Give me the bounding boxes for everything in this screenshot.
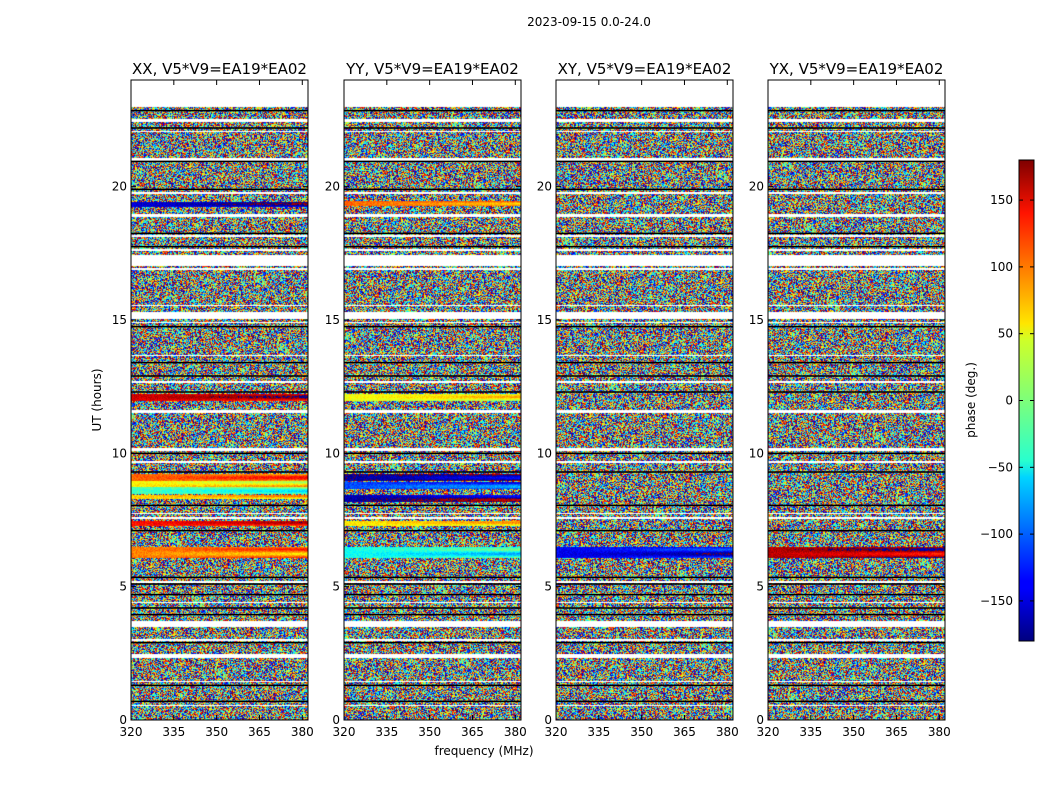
x-tick-label: 365 — [673, 725, 696, 739]
colorbar-tick-label: −100 — [980, 527, 1013, 541]
colorbar-label: phase (deg.) — [964, 362, 978, 438]
y-tick-label: 0 — [756, 713, 764, 727]
y-tick-label: 5 — [332, 580, 340, 594]
y-tick-label: 20 — [325, 180, 340, 194]
colorbar: 150 100 50 0 −50 −100 −150 phase (deg.) — [964, 159, 1035, 642]
y-tick-label: 15 — [112, 313, 127, 327]
colorbar-tick-label: 150 — [990, 193, 1013, 207]
y-tick-label: 15 — [325, 313, 340, 327]
colorbar-tick-label: −150 — [980, 594, 1013, 608]
phase-raster — [344, 80, 521, 720]
x-tick-label: 320 — [545, 725, 568, 739]
axes-frame — [767, 79, 946, 721]
y-tick-label: 10 — [749, 446, 764, 460]
y-tick-label: 10 — [325, 446, 340, 460]
y-tick-label: 20 — [112, 180, 127, 194]
phase-raster — [556, 80, 733, 720]
y-tick-label: 20 — [749, 180, 764, 194]
y-tick-label: 15 — [537, 313, 552, 327]
axes-frame — [555, 79, 734, 721]
x-tick-label: 335 — [162, 725, 185, 739]
x-tick-label: 380 — [291, 725, 314, 739]
y-tick-label: 10 — [112, 446, 127, 460]
x-tick-label: 365 — [248, 725, 271, 739]
y-tick-label: 10 — [537, 446, 552, 460]
x-tick-label: 380 — [504, 725, 527, 739]
y-tick-label: 20 — [537, 180, 552, 194]
y-tick-label: 5 — [119, 580, 127, 594]
phase-raster — [768, 80, 945, 720]
colorbar-ticks: 150 100 50 0 −50 −100 −150 — [980, 193, 1034, 608]
panel-title: XX, V5*V9=EA19*EA02 — [132, 60, 307, 78]
x-tick-label: 350 — [630, 725, 653, 739]
x-tick-label: 335 — [375, 725, 398, 739]
x-tick-label: 350 — [205, 725, 228, 739]
colorbar-tick-label: 0 — [1005, 394, 1013, 408]
x-tick-label: 350 — [842, 725, 865, 739]
x-tick-label: 335 — [587, 725, 610, 739]
y-tick-label: 0 — [119, 713, 127, 727]
panel-title: YY, V5*V9=EA19*EA02 — [345, 60, 519, 78]
panel-4: YX, V5*V9=EA19*EA02 320 335 350 365 380 0 5 10 15… — [749, 60, 951, 739]
y-tick-label: 0 — [332, 713, 340, 727]
x-tick-label: 350 — [418, 725, 441, 739]
x-tick-label: 365 — [461, 725, 484, 739]
x-axis-label: frequency (MHz) — [434, 744, 533, 758]
colorbar-tick-label: 50 — [998, 327, 1013, 341]
colorbar-tick-label: −50 — [988, 460, 1013, 474]
x-tick-label: 320 — [757, 725, 780, 739]
x-tick-label: 320 — [120, 725, 143, 739]
y-tick-label: 5 — [756, 580, 764, 594]
y-tick-label: 15 — [749, 313, 764, 327]
colorbar-tick-label: 100 — [990, 260, 1013, 274]
panel-1: XX, V5*V9=EA19*EA02 320 335 350 365 380 0 5 10 15… — [112, 60, 314, 739]
x-tick-label: 335 — [799, 725, 822, 739]
x-tick-label: 365 — [885, 725, 908, 739]
y-tick-label: 0 — [544, 713, 552, 727]
axes-frame — [130, 79, 309, 721]
panel-title: XY, V5*V9=EA19*EA02 — [558, 60, 732, 78]
panel-3: XY, V5*V9=EA19*EA02 320 335 350 365 380 0 5 10 15… — [537, 60, 739, 739]
x-tick-label: 380 — [928, 725, 951, 739]
panel-2: YY, V5*V9=EA19*EA02 320 335 350 365 380 0 5 10 15… — [325, 60, 527, 739]
axes-frame — [343, 79, 522, 721]
figure-suptitle: 2023-09-15 0.0-24.0 — [527, 15, 651, 29]
x-tick-label: 320 — [333, 725, 356, 739]
x-tick-label: 380 — [716, 725, 739, 739]
y-axis-label: UT (hours) — [90, 368, 104, 431]
y-tick-label: 5 — [544, 580, 552, 594]
phase-raster — [131, 80, 308, 720]
panels-group: XX, V5*V9=EA19*EA02 320 335 350 365 380 0 5 10 15… — [112, 60, 951, 739]
panel-title: YX, V5*V9=EA19*EA02 — [769, 60, 944, 78]
